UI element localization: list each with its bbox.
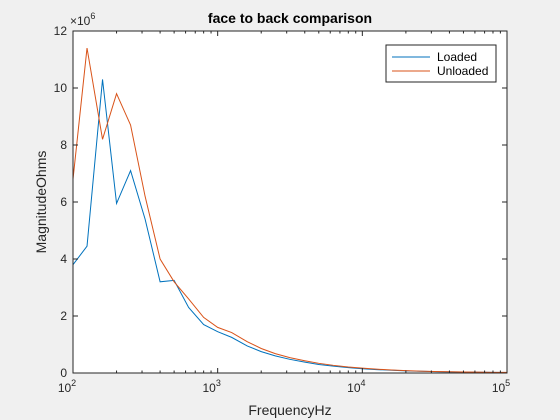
x-tick-label: 104: [347, 378, 365, 395]
x-axis-label: FrequencyHz: [248, 402, 331, 418]
y-axis-label: MagnitudeOhms: [33, 151, 49, 254]
y-tick-label: 4: [60, 252, 67, 266]
y-exponent-base: ×10: [70, 14, 91, 28]
series-layer: [72, 48, 508, 373]
legend-box: [385, 44, 497, 83]
axes-layer: 102 103 104 105 0 2 4 6 8 10 12: [54, 24, 511, 395]
y-tick-label: 6: [60, 195, 67, 209]
y-tick-label: 0: [60, 366, 67, 380]
y-tick-label: 2: [60, 309, 67, 323]
y-tick-label: 12: [54, 24, 68, 38]
legend-label-loaded: Loaded: [437, 50, 477, 64]
x-tick-label: 102: [58, 378, 76, 395]
plot-area: [73, 31, 507, 373]
chart-title: face to back comparison: [208, 10, 372, 26]
series-line-unloaded: [72, 48, 508, 373]
y-tick-label: 10: [54, 81, 68, 95]
y-exponent-power: 6: [90, 11, 95, 21]
legend: Loaded Unloaded: [385, 44, 497, 83]
y-tick-label: 8: [60, 138, 67, 152]
y-exponent-label: ×106: [70, 11, 95, 28]
x-tick-label: 103: [202, 378, 220, 395]
x-tick-label: 105: [492, 378, 510, 395]
legend-label-unloaded: Unloaded: [437, 64, 488, 78]
